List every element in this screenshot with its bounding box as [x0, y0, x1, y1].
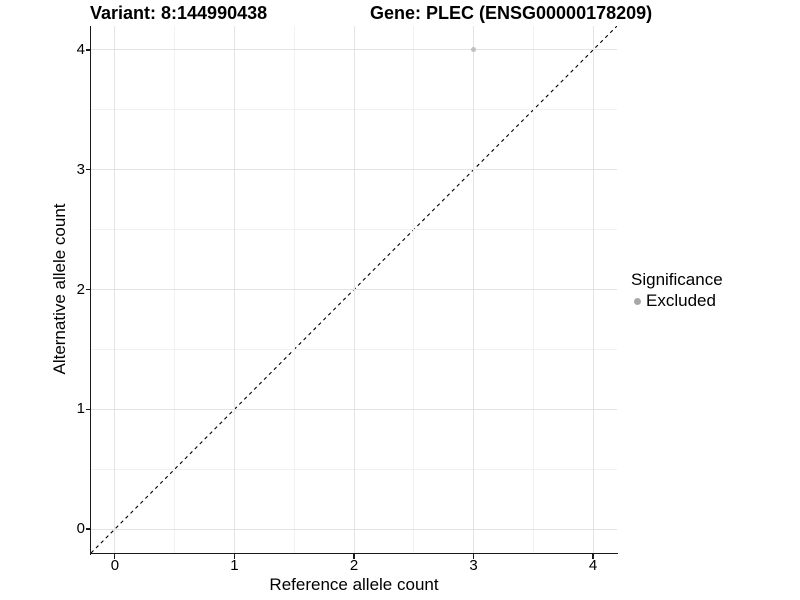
data-point-excluded — [471, 47, 477, 53]
major-gridline-h — [91, 408, 617, 410]
x-axis-tick — [233, 554, 236, 559]
y-axis-tick — [85, 288, 90, 291]
x-axis-tick — [472, 554, 475, 559]
x-tick-label: 0 — [110, 557, 120, 574]
legend-significance: Significance Excluded — [631, 270, 723, 311]
y-tick-label: 4 — [76, 40, 85, 58]
legend-point-icon — [634, 297, 641, 305]
plot-panel — [91, 26, 617, 553]
y-tick-label: 0 — [76, 520, 85, 538]
y-axis-tick — [85, 169, 90, 171]
y-axis-tick — [85, 49, 90, 51]
legend-title: Significance — [631, 270, 723, 289]
x-axis-tick — [353, 554, 355, 559]
x-axis-line — [90, 553, 618, 555]
x-tick-label: 4 — [588, 557, 598, 574]
x-axis-tick — [114, 554, 116, 559]
legend-item-excluded: Excluded — [634, 291, 723, 311]
x-axis-title: Reference allele count — [269, 575, 439, 594]
major-gridline-h — [91, 169, 617, 171]
major-gridline-h — [91, 49, 617, 51]
x-tick-label: 3 — [469, 557, 478, 574]
y-tick-label: 3 — [76, 160, 85, 178]
plot-title-variant: Variant: 8:144990438 — [90, 3, 268, 23]
x-tick-label: 1 — [230, 557, 239, 574]
x-tick-label: 2 — [349, 557, 359, 574]
legend-items: Excluded — [631, 291, 723, 311]
x-axis-tick — [592, 554, 594, 559]
legend-item-label: Excluded — [646, 291, 716, 310]
major-gridline-h — [91, 528, 617, 530]
y-axis-tick — [85, 528, 90, 530]
y-tick-label: 2 — [76, 280, 85, 298]
y-axis-tick — [85, 408, 90, 410]
plot-title-gene: Gene: PLEC (ENSG00000178209) — [370, 3, 653, 23]
y-tick-label: 1 — [76, 400, 85, 418]
y-axis-line — [90, 26, 92, 555]
major-gridline-h — [91, 289, 617, 290]
